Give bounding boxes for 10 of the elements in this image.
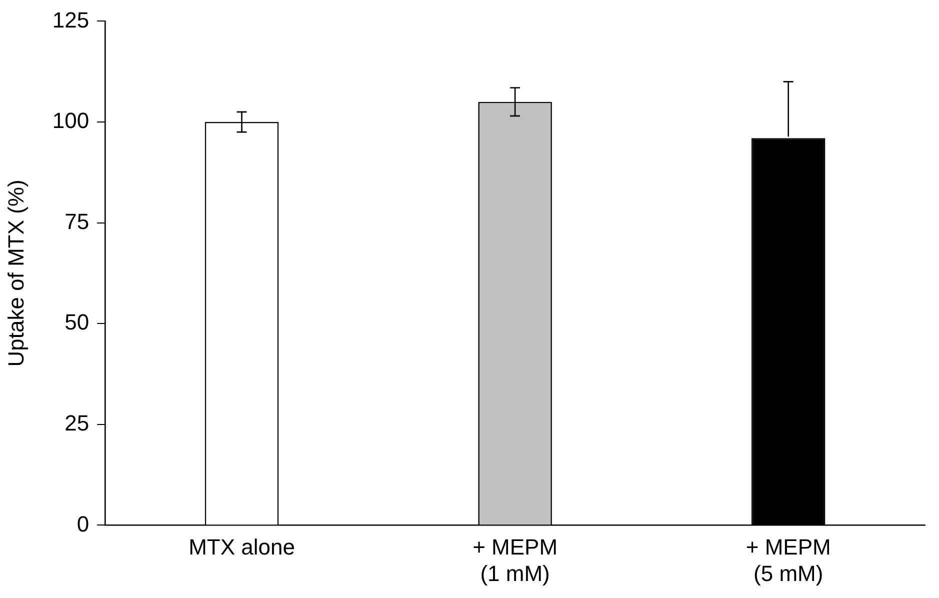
y-axis-title: Uptake of MTX (%) — [3, 180, 28, 367]
y-tick-label: 50 — [64, 310, 90, 335]
y-tick-label: 125 — [52, 7, 90, 32]
x-tick-label: + MEPM (5 mM) — [746, 534, 831, 586]
x-tick-label: MTX alone — [188, 534, 295, 560]
y-tick-label: 75 — [64, 208, 90, 234]
x-tick-label: + MEPM (1 mM) — [472, 534, 558, 586]
y-tick-label: 100 — [52, 108, 90, 134]
y-tick-label: 25 — [64, 410, 90, 436]
y-tick-label: 0 — [76, 511, 90, 536]
